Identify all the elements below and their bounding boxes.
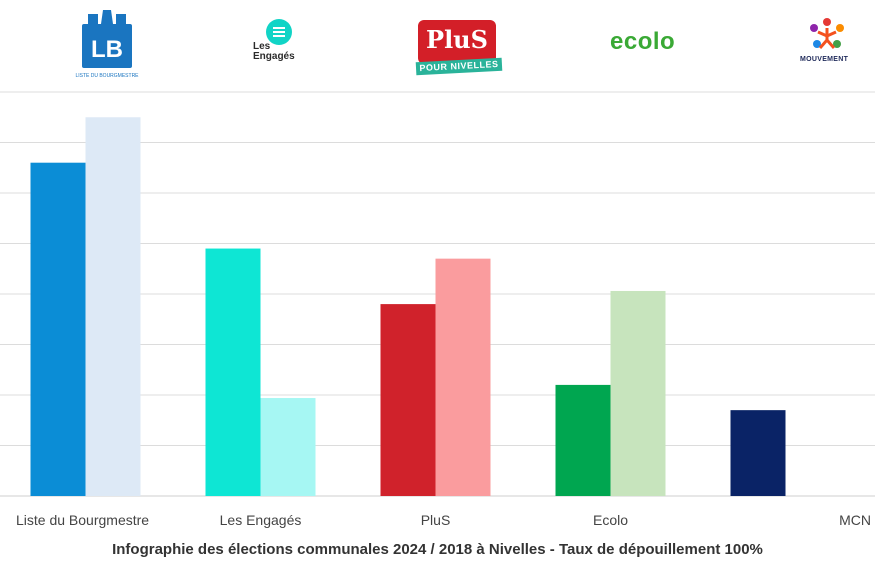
bar-mcn-s1 [730, 410, 786, 496]
lb-logo: LB LISTE DU BOURGMESTRE [75, 10, 139, 79]
x-tick-label: Liste du Bourgmestre [16, 512, 149, 528]
bar-plus-s1 [380, 304, 436, 496]
les-engages-logo: Les Engagés [253, 41, 295, 62]
svg-text:LISTE DU BOURGMESTRE: LISTE DU BOURGMESTRE [75, 73, 139, 79]
x-tick-label: PluS [421, 512, 451, 528]
mcn-logo: MOUVEMENT [800, 56, 849, 63]
mcn-logo-icon [810, 18, 844, 49]
bar-liste-du-bourgmestre-s1 [30, 162, 86, 496]
bar-les-engag-s-s1 [205, 248, 261, 496]
bar-liste-du-bourgmestre-s2 [85, 117, 141, 496]
bar-ecolo-s2 [610, 290, 666, 496]
x-tick-label: MCN [839, 512, 871, 528]
bar-plus-s2 [435, 258, 491, 496]
chart-caption: Infographie des élections communales 202… [112, 541, 763, 558]
les-engages-icon [266, 19, 292, 45]
x-tick-label: Ecolo [593, 512, 628, 528]
bar-les-engag-s-s2 [260, 398, 316, 496]
ecolo-logo: ecolo [610, 28, 676, 55]
svg-text:LB: LB [91, 36, 123, 63]
plus-logo: PluS [418, 20, 496, 64]
x-tick-label: Les Engagés [220, 512, 302, 528]
bar-ecolo-s1 [555, 384, 611, 496]
